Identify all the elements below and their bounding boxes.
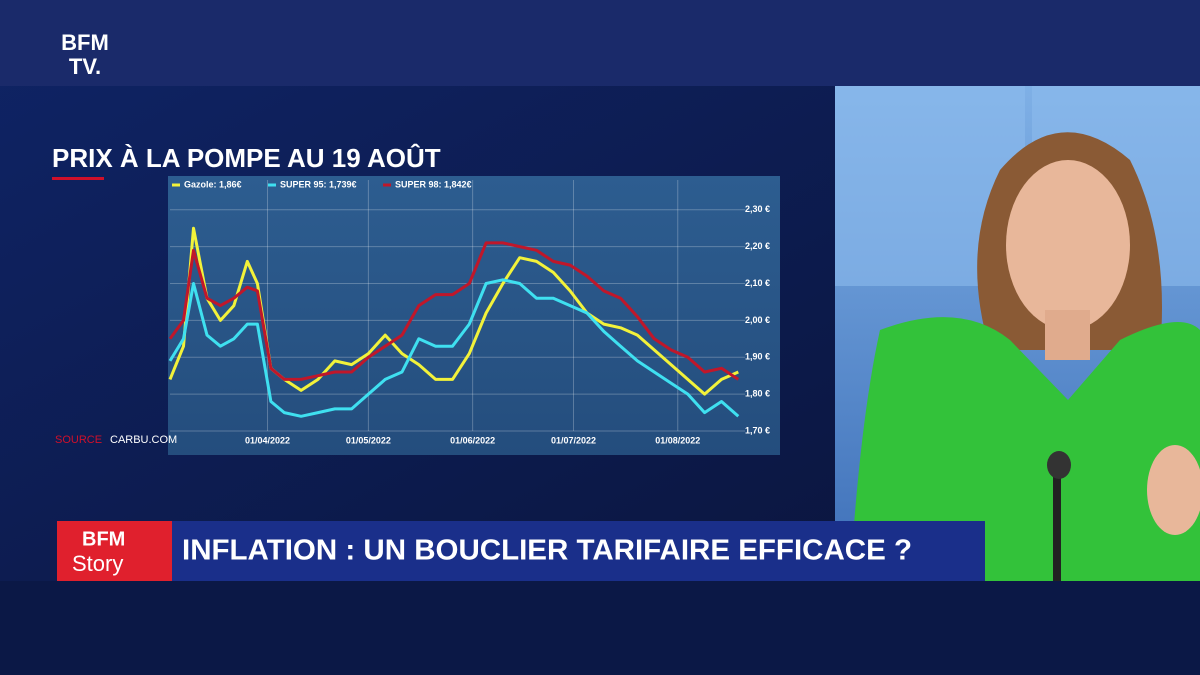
- studio-video: [835, 86, 1200, 581]
- x-tick-label: 01/06/2022: [450, 435, 495, 445]
- microphone-stand: [1053, 470, 1061, 581]
- hand: [1147, 445, 1200, 535]
- price-line: [168, 226, 739, 396]
- price-line: [168, 278, 740, 418]
- bottom-band: [0, 581, 1200, 675]
- legend-label: SUPER 95: 1,739€: [280, 179, 357, 189]
- banner: [57, 521, 985, 581]
- logo-line2: TV.: [69, 54, 101, 79]
- y-tick-label: 2,20 €: [745, 241, 770, 251]
- y-tick-label: 1,80 €: [745, 389, 770, 399]
- x-tick-label: 01/07/2022: [551, 435, 596, 445]
- source-label: SOURCE: [55, 434, 102, 446]
- x-tick-label: 01/04/2022: [245, 435, 290, 445]
- source-name: CARBU.COM: [110, 434, 177, 446]
- green-blouse: [850, 317, 1200, 581]
- y-tick-label: 2,00 €: [745, 315, 770, 325]
- y-tick-label: 1,90 €: [745, 352, 770, 362]
- x-tick-label: 01/08/2022: [655, 435, 700, 445]
- price-line: [168, 241, 740, 381]
- neck: [1045, 310, 1090, 360]
- banner-logo-box: [57, 521, 172, 581]
- y-tick-label: 1,70 €: [745, 425, 770, 435]
- face: [1006, 160, 1130, 330]
- y-tick-label: 2,10 €: [745, 278, 770, 288]
- top-bar: [0, 0, 1200, 86]
- microphone: [1047, 451, 1071, 479]
- logo-line1: BFM: [61, 30, 109, 55]
- legend-label: Gazole: 1,86€: [184, 179, 242, 189]
- legend-label: SUPER 98: 1,842€: [395, 179, 472, 189]
- chart: 1,70 € 1,80 € 1,90 € 2,00 € 2,10 € 2,20 € 2,30…: [168, 179, 770, 445]
- y-tick-label: 2,30 €: [745, 204, 770, 214]
- title-underline: [52, 177, 104, 180]
- banner-logo-line2: Story: [72, 551, 123, 576]
- banner-logo-line1: BFM: [82, 528, 125, 550]
- x-tick-label: 01/05/2022: [346, 435, 391, 445]
- graphic-title: PRIX À LA POMPE AU 19 AOÛT: [52, 143, 441, 173]
- headline: INFLATION : UN BOUCLIER TARIFAIRE EFFICA…: [182, 535, 912, 567]
